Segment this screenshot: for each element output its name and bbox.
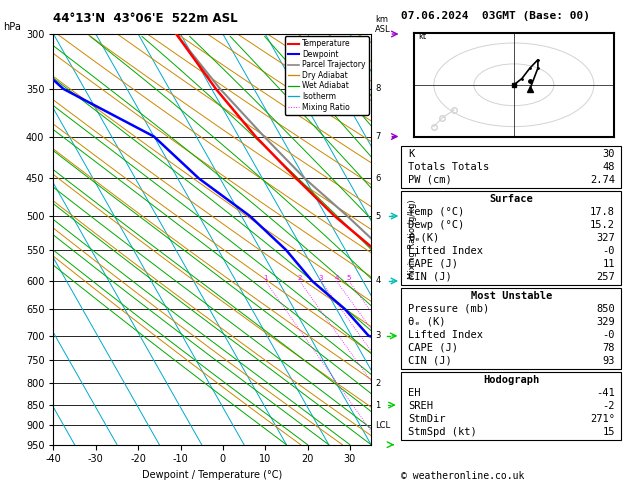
Text: 6: 6 <box>376 174 381 183</box>
Text: km
ASL: km ASL <box>376 15 391 34</box>
Text: Surface: Surface <box>489 194 533 204</box>
Text: 4: 4 <box>334 275 338 281</box>
Text: PW (cm): PW (cm) <box>408 175 452 185</box>
Text: 257: 257 <box>596 272 615 282</box>
Text: StmDir: StmDir <box>408 414 445 424</box>
Text: 07.06.2024  03GMT (Base: 00): 07.06.2024 03GMT (Base: 00) <box>401 11 590 21</box>
Text: Dewp (°C): Dewp (°C) <box>408 220 464 230</box>
Text: SREH: SREH <box>408 400 433 411</box>
Text: 1: 1 <box>263 275 267 281</box>
Text: 48: 48 <box>603 162 615 172</box>
Text: θₑ(K): θₑ(K) <box>408 233 439 243</box>
Text: StmSpd (kt): StmSpd (kt) <box>408 427 477 436</box>
Text: Most Unstable: Most Unstable <box>470 291 552 301</box>
Text: kt: kt <box>418 32 426 41</box>
Text: 2: 2 <box>376 379 381 388</box>
Text: 850: 850 <box>596 304 615 313</box>
Text: Lifted Index: Lifted Index <box>408 330 483 340</box>
Text: -41: -41 <box>596 388 615 398</box>
Text: CIN (J): CIN (J) <box>408 356 452 365</box>
Text: -0: -0 <box>603 330 615 340</box>
Text: 15: 15 <box>603 427 615 436</box>
Text: LCL: LCL <box>376 421 391 430</box>
Legend: Temperature, Dewpoint, Parcel Trajectory, Dry Adiabat, Wet Adiabat, Isotherm, Mi: Temperature, Dewpoint, Parcel Trajectory… <box>285 36 369 115</box>
Text: Lifted Index: Lifted Index <box>408 246 483 256</box>
Text: 1: 1 <box>376 400 381 410</box>
Text: -0: -0 <box>603 246 615 256</box>
Text: 2.74: 2.74 <box>590 175 615 185</box>
X-axis label: Dewpoint / Temperature (°C): Dewpoint / Temperature (°C) <box>142 470 282 480</box>
Text: 8: 8 <box>376 85 381 93</box>
Text: 11: 11 <box>603 259 615 269</box>
Text: Hodograph: Hodograph <box>483 375 540 384</box>
Text: Totals Totals: Totals Totals <box>408 162 489 172</box>
Text: Pressure (mb): Pressure (mb) <box>408 304 489 313</box>
Text: 15.2: 15.2 <box>590 220 615 230</box>
Text: 329: 329 <box>596 317 615 327</box>
Text: 7: 7 <box>376 132 381 141</box>
Text: -2: -2 <box>603 400 615 411</box>
Text: 5: 5 <box>376 211 381 221</box>
Text: Mixing Ratio (g/kg): Mixing Ratio (g/kg) <box>408 200 417 279</box>
Text: CIN (J): CIN (J) <box>408 272 452 282</box>
Text: CAPE (J): CAPE (J) <box>408 343 458 353</box>
Text: 3: 3 <box>318 275 323 281</box>
Text: Temp (°C): Temp (°C) <box>408 207 464 217</box>
Text: 30: 30 <box>603 149 615 159</box>
Text: 78: 78 <box>603 343 615 353</box>
Text: K: K <box>408 149 414 159</box>
Text: 327: 327 <box>596 233 615 243</box>
Text: 4: 4 <box>376 277 381 285</box>
Text: hPa: hPa <box>3 22 21 32</box>
Text: CAPE (J): CAPE (J) <box>408 259 458 269</box>
Text: © weatheronline.co.uk: © weatheronline.co.uk <box>401 471 525 481</box>
Text: 271°: 271° <box>590 414 615 424</box>
Text: θₑ (K): θₑ (K) <box>408 317 445 327</box>
Text: EH: EH <box>408 388 420 398</box>
Text: 2: 2 <box>298 275 302 281</box>
Text: 5: 5 <box>347 275 351 281</box>
Text: 17.8: 17.8 <box>590 207 615 217</box>
Text: 93: 93 <box>603 356 615 365</box>
Text: 3: 3 <box>376 331 381 340</box>
Text: 44°13'N  43°06'E  522m ASL: 44°13'N 43°06'E 522m ASL <box>53 12 238 25</box>
